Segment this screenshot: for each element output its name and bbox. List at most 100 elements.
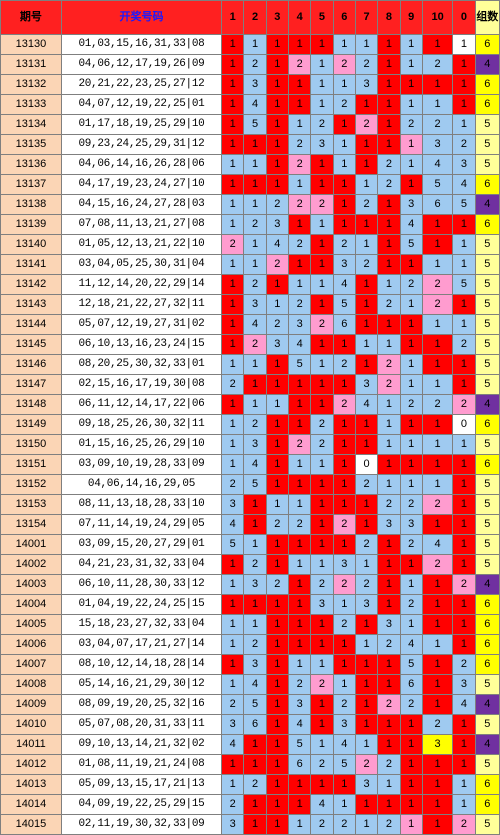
- issue-number: 13153: [0, 494, 62, 515]
- trend-cell-1: 2: [221, 374, 245, 395]
- trend-cell-1: 2: [221, 694, 245, 715]
- trend-cell-7: 2: [354, 574, 379, 595]
- trend-cell-0: 1: [452, 214, 476, 235]
- trend-cell-10: 1: [421, 314, 454, 335]
- trend-cell-4: 1: [288, 794, 312, 815]
- trend-cell-1: 1: [221, 174, 245, 195]
- trend-cell-5: 1: [310, 374, 334, 395]
- trend-cell-7: 1: [354, 314, 379, 335]
- trend-cell-5: 1: [310, 354, 334, 375]
- trend-cell-9: 1: [399, 254, 423, 275]
- trend-cell-1: 1: [221, 274, 245, 295]
- trend-cell-9: 1: [399, 574, 423, 595]
- draw-numbers: 07,11,14,19,24,29|05: [60, 514, 223, 535]
- trend-cell-3: 1: [265, 394, 290, 415]
- trend-cell-8: 1: [377, 434, 401, 455]
- trend-cell-9: 2: [399, 394, 423, 415]
- table-row: 14012 01,08,11,19,21,24|08 1 1 1 6 2 5 2 2 1 1 1 5: [0, 754, 500, 775]
- trend-cell-3: 1: [265, 814, 290, 835]
- trend-cell-10: 1: [421, 474, 454, 495]
- trend-cell-10: 1: [421, 694, 454, 715]
- trend-cell-10: 1: [421, 634, 454, 655]
- trend-cell-5: 1: [310, 34, 334, 55]
- col-header-5: 5: [310, 0, 334, 35]
- trend-cell-1: 1: [221, 194, 245, 215]
- trend-cell-3: 1: [265, 734, 290, 755]
- trend-cell-10: 1: [421, 654, 454, 675]
- issue-number: 14013: [0, 774, 62, 795]
- trend-cell-3: 2: [265, 254, 290, 275]
- trend-cell-5: 1: [310, 234, 334, 255]
- trend-cell-8: 1: [377, 54, 401, 75]
- trend-cell-1: 1: [221, 294, 245, 315]
- trend-cell-10: 1: [421, 614, 454, 635]
- trend-cell-0: 1: [452, 294, 476, 315]
- trend-cell-0: 1: [452, 34, 476, 55]
- trend-cell-4: 1: [288, 474, 312, 495]
- trend-cell-10: 1: [421, 94, 454, 115]
- draw-numbers: 04,17,19,23,24,27|10: [60, 174, 223, 195]
- trend-cell-8: 1: [377, 74, 401, 95]
- trend-cell-4: 2: [288, 194, 312, 215]
- group-count: 5: [474, 114, 500, 135]
- trend-cell-2: 1: [243, 514, 267, 535]
- trend-cell-6: 6: [332, 314, 356, 335]
- trend-cell-4: 1: [288, 594, 312, 615]
- trend-cell-5: 1: [310, 54, 334, 75]
- trend-cell-8: 2: [377, 374, 401, 395]
- trend-cell-1: 3: [221, 814, 245, 835]
- trend-cell-2: 1: [243, 394, 267, 415]
- trend-cell-4: 1: [288, 654, 312, 675]
- trend-cell-6: 2: [332, 514, 356, 535]
- issue-number: 13152: [0, 474, 62, 495]
- trend-cell-2: 1: [243, 174, 267, 195]
- trend-cell-4: 1: [288, 554, 312, 575]
- trend-cell-7: 1: [354, 234, 379, 255]
- trend-cell-10: 4: [421, 534, 454, 555]
- trend-cell-2: 1: [243, 354, 267, 375]
- group-count: 6: [474, 654, 500, 675]
- table-row: 13153 08,11,13,18,28,33|10 3 1 1 1 1 1 1 2 2 2 1 5: [0, 494, 500, 515]
- trend-cell-4: 1: [288, 534, 312, 555]
- trend-cell-6: 1: [332, 794, 356, 815]
- group-count: 5: [474, 374, 500, 395]
- trend-cell-3: 1: [265, 674, 290, 695]
- trend-cell-6: 1: [332, 594, 356, 615]
- trend-cell-7: 2: [354, 474, 379, 495]
- trend-cell-10: 1: [421, 594, 454, 615]
- trend-cell-5: 2: [310, 314, 334, 335]
- group-count: 6: [474, 34, 500, 55]
- table-row: 13133 04,07,12,19,22,25|01 1 4 1 1 1 2 1 1 1 1 1 6: [0, 94, 500, 115]
- trend-cell-8: 1: [377, 574, 401, 595]
- trend-cell-8: 1: [377, 34, 401, 55]
- trend-cell-8: 1: [377, 734, 401, 755]
- group-count: 5: [474, 534, 500, 555]
- trend-cell-4: 1: [288, 74, 312, 95]
- trend-cell-9: 1: [399, 374, 423, 395]
- trend-cell-9: 1: [399, 734, 423, 755]
- table-body: 13130 01,03,15,16,31,33|08 1 1 1 1 1 1 1 1 1 1 1 6 131…: [0, 34, 500, 835]
- trend-cell-0: 2: [452, 814, 476, 835]
- trend-cell-5: 1: [310, 514, 334, 535]
- issue-number: 14002: [0, 554, 62, 575]
- trend-cell-10: 1: [421, 234, 454, 255]
- trend-cell-5: 2: [310, 674, 334, 695]
- trend-cell-2: 1: [243, 534, 267, 555]
- trend-cell-5: 1: [310, 154, 334, 175]
- draw-numbers: 08,10,12,14,18,28|14: [60, 654, 223, 675]
- trend-cell-4: 1: [288, 254, 312, 275]
- col-header-6: 6: [332, 0, 356, 35]
- draw-numbers: 03,04,05,25,30,31|04: [60, 254, 223, 275]
- trend-cell-4: 1: [288, 174, 312, 195]
- group-count: 5: [474, 554, 500, 575]
- trend-cell-9: 1: [399, 474, 423, 495]
- trend-cell-1: 1: [221, 54, 245, 75]
- issue-number: 14010: [0, 714, 62, 735]
- trend-cell-4: 3: [288, 694, 312, 715]
- trend-cell-9: 3: [399, 194, 423, 215]
- group-count: 5: [474, 674, 500, 695]
- trend-cell-1: 1: [221, 154, 245, 175]
- trend-cell-5: 1: [310, 174, 334, 195]
- trend-cell-4: 1: [288, 114, 312, 135]
- draw-numbers: 07,08,11,13,21,27|08: [60, 214, 223, 235]
